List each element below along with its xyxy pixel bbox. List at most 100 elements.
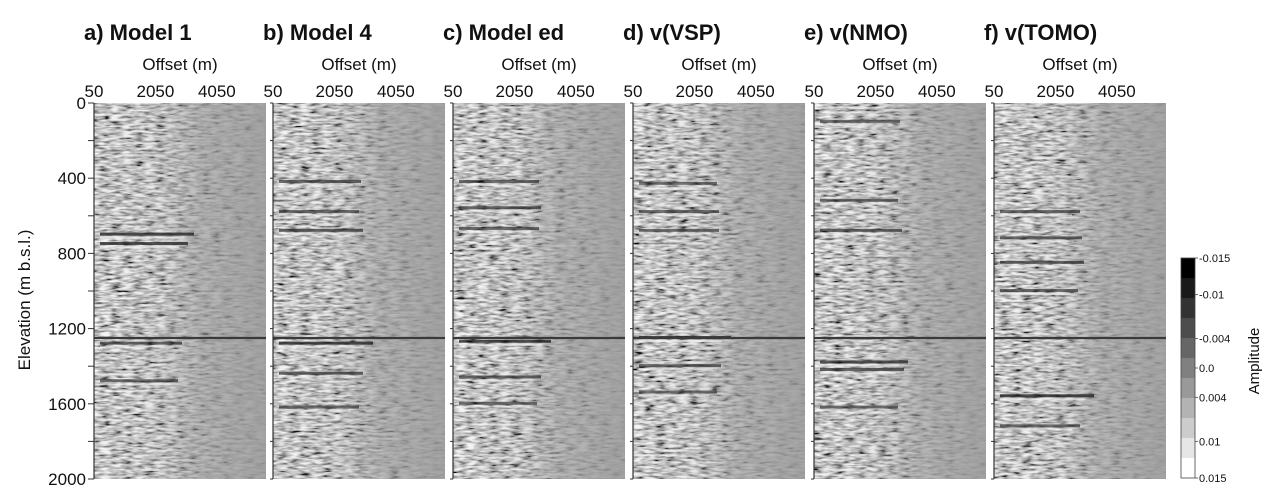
x-tick-label: 50 xyxy=(85,82,104,101)
reflection-dark xyxy=(279,179,361,183)
panel-5: e) v(NMO) Offset (m) 50 2050 4050 xyxy=(804,20,986,480)
reflection-light xyxy=(279,345,364,348)
reflection-dark xyxy=(639,210,719,214)
x-tick-label: 50 xyxy=(264,82,283,101)
reflection-light xyxy=(820,409,891,412)
reflection-light xyxy=(279,183,353,186)
y-tick-label: 1200 xyxy=(48,320,86,339)
x-tick-label: 4050 xyxy=(377,82,415,101)
reflection-light xyxy=(1000,428,1072,431)
reflection-light xyxy=(1000,214,1072,217)
seismic-texture xyxy=(453,103,625,479)
y-axis: Elevation (m b.s.l.) 0 400 800 1200 1600 2000 xyxy=(15,94,86,488)
reflection-dark xyxy=(820,405,898,409)
x-tick-label: 2050 xyxy=(857,82,895,101)
colorbar-swatch xyxy=(1181,438,1195,459)
colorbar-swatch xyxy=(1181,378,1195,399)
x-tick-label: 2050 xyxy=(676,82,714,101)
y-tick-label: 2000 xyxy=(48,470,86,488)
colorbar-swatch xyxy=(1181,298,1195,319)
reflection-light xyxy=(820,232,894,235)
seismic-texture xyxy=(633,103,805,479)
reflection-light xyxy=(639,368,713,371)
reflection-light xyxy=(1000,264,1076,267)
reflection-dark xyxy=(639,390,717,394)
seismic-texture xyxy=(814,103,986,479)
x-tick-label: 2050 xyxy=(1037,82,1075,101)
panel-title: a) Model 1 xyxy=(84,20,192,45)
reflection-light xyxy=(1000,240,1074,243)
seismic-texture xyxy=(994,103,1166,479)
colorbar-swatch xyxy=(1181,458,1195,479)
x-axis-title: Offset (m) xyxy=(142,55,217,74)
reflection-dark xyxy=(1000,236,1082,240)
reflection-light xyxy=(459,230,531,233)
reflection-dark xyxy=(1000,424,1080,428)
reflection-light xyxy=(820,123,892,126)
colorbar-label: 0.004 xyxy=(1199,392,1227,404)
x-axis-title: Offset (m) xyxy=(501,55,576,74)
panel-title: c) Model ed xyxy=(443,20,564,45)
reflection-dark xyxy=(100,341,182,345)
y-tick-label: 1600 xyxy=(48,395,86,414)
reflection-light xyxy=(100,383,171,386)
reflection-dark xyxy=(820,228,902,232)
y-tick-label: 0 xyxy=(77,94,86,113)
colorbar-label: 0.015 xyxy=(1199,473,1227,485)
panel-4: d) v(VSP) Offset (m) 50 2050 4050 xyxy=(623,20,805,480)
panel-title: b) Model 4 xyxy=(263,20,373,45)
y-tick-label: 400 xyxy=(58,169,86,188)
reflection-light xyxy=(100,246,180,248)
x-tick-label: 50 xyxy=(444,82,463,101)
colorbar-label: -0.004 xyxy=(1199,334,1230,346)
colorbar-label: 0.0 xyxy=(1199,363,1214,375)
reflection-dark xyxy=(279,228,363,232)
colorbar-swatch xyxy=(1181,358,1195,379)
reflection-light xyxy=(279,409,351,412)
reflection-dark xyxy=(1000,394,1094,398)
reflection-light xyxy=(279,214,351,217)
panels-layer: a) Model 1 Offset (m) 50 2050 4050 b) Model 4… xyxy=(84,20,1166,480)
reflection-dark xyxy=(459,339,551,343)
x-tick-label: 4050 xyxy=(737,82,775,101)
reflection-light xyxy=(279,232,355,235)
x-tick-label: 2050 xyxy=(316,82,354,101)
x-tick-label: 4050 xyxy=(198,82,236,101)
reflection-dark xyxy=(100,379,178,383)
colorbar-swatch xyxy=(1181,398,1195,419)
reflection-light xyxy=(639,214,711,217)
reflection-dark xyxy=(279,371,363,375)
reflection-dark xyxy=(459,375,541,379)
reflection-light xyxy=(639,185,710,188)
reflection-dark xyxy=(1000,260,1084,264)
reflection-dark xyxy=(459,401,537,405)
x-tick-label: 4050 xyxy=(1098,82,1136,101)
reflection-dark xyxy=(820,119,900,123)
colorbar-label: -0.015 xyxy=(1199,253,1230,265)
reflection-light xyxy=(100,345,174,348)
reflection-dark xyxy=(820,367,904,371)
reflection-dark xyxy=(639,364,721,368)
seismic-texture xyxy=(94,103,266,479)
x-tick-label: 2050 xyxy=(137,82,175,101)
seismic-texture xyxy=(273,103,445,479)
reflection-light xyxy=(1000,398,1085,401)
x-axis-title: Offset (m) xyxy=(681,55,756,74)
panel-1: a) Model 1 Offset (m) 50 2050 4050 xyxy=(84,20,266,480)
reflection-light xyxy=(639,340,722,342)
reflection-dark xyxy=(639,181,717,185)
reflection-light xyxy=(459,379,533,382)
reflection-dark xyxy=(459,226,539,230)
reflection-light xyxy=(639,232,711,235)
panel-2: b) Model 4 Offset (m) 50 2050 4050 xyxy=(263,20,445,480)
x-tick-label: 2050 xyxy=(496,82,534,101)
reflection-dark xyxy=(459,206,541,210)
reflection-light xyxy=(459,343,542,346)
x-tick-label: 50 xyxy=(805,82,824,101)
colorbar: Amplitude -0.015 -0.01 -0.004 0.0 0.004 0.01 0… xyxy=(1180,253,1263,485)
colorbar-swatch xyxy=(1181,338,1195,359)
reflection-dark xyxy=(1000,210,1080,214)
reflection-light xyxy=(820,371,896,374)
x-axis-title: Offset (m) xyxy=(1042,55,1117,74)
reflection-light xyxy=(1000,293,1071,295)
